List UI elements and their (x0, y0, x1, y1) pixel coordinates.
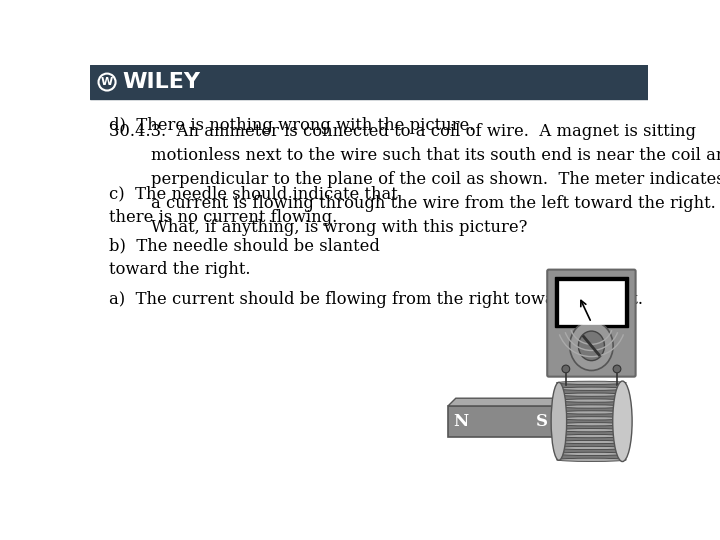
Ellipse shape (557, 447, 626, 450)
Text: c)  The needle should indicate that
there is no current flowing.: c) The needle should indicate that there… (109, 185, 398, 226)
Text: 30.4.3.  An ammeter is connected to a coil of wire.  A magnet is sitting
       : 30.4.3. An ammeter is connected to a coi… (109, 123, 720, 236)
Ellipse shape (613, 381, 632, 462)
Ellipse shape (557, 453, 626, 456)
Bar (448, 406, 553, 437)
Circle shape (613, 365, 621, 373)
Text: N: N (453, 413, 468, 430)
FancyBboxPatch shape (547, 269, 636, 377)
Ellipse shape (557, 435, 626, 438)
Bar (555, 278, 628, 327)
Text: b)  The needle should be slanted
toward the right.: b) The needle should be slanted toward t… (109, 238, 380, 278)
Ellipse shape (557, 441, 626, 444)
Ellipse shape (551, 382, 567, 460)
Ellipse shape (557, 387, 626, 390)
Text: WILEY: WILEY (122, 72, 201, 92)
Ellipse shape (578, 331, 605, 361)
Text: a)  The current should be flowing from the right toward the left.: a) The current should be flowing from th… (109, 292, 644, 308)
Bar (90, 65, 648, 99)
Ellipse shape (557, 381, 626, 384)
Ellipse shape (557, 393, 626, 396)
Ellipse shape (557, 423, 626, 426)
Ellipse shape (557, 411, 626, 414)
Ellipse shape (557, 417, 626, 420)
Bar (557, 383, 626, 460)
Text: S: S (536, 413, 548, 430)
Text: d)  There is nothing wrong with the picture.: d) There is nothing wrong with the pictu… (109, 117, 474, 134)
Bar (559, 281, 624, 323)
Text: W: W (101, 77, 113, 87)
Ellipse shape (557, 399, 626, 402)
Ellipse shape (570, 321, 613, 370)
Ellipse shape (557, 429, 626, 432)
Circle shape (562, 365, 570, 373)
Ellipse shape (557, 405, 626, 408)
Ellipse shape (557, 458, 626, 462)
Polygon shape (553, 398, 560, 437)
Polygon shape (448, 398, 560, 406)
